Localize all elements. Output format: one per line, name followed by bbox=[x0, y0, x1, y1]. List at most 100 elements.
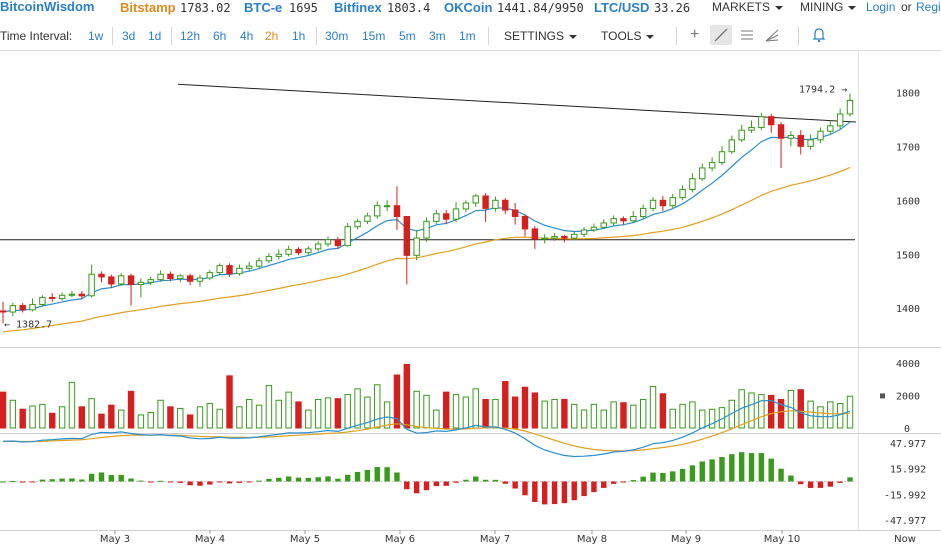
candle-body bbox=[147, 279, 154, 283]
candle-body bbox=[630, 215, 637, 222]
market-okcoin-name[interactable]: OKCoin bbox=[444, 0, 493, 15]
volume-bar bbox=[462, 396, 470, 429]
volume-bar bbox=[364, 396, 371, 429]
mining-menu[interactable]: MINING bbox=[800, 0, 857, 14]
candle-body bbox=[58, 294, 66, 300]
volume-bar bbox=[659, 393, 667, 429]
interval-1w[interactable]: 1w bbox=[88, 29, 104, 43]
crosshair-icon[interactable]: + bbox=[690, 26, 700, 43]
volume-bar bbox=[531, 392, 539, 429]
markets-menu[interactable]: MARKETS bbox=[712, 0, 784, 14]
interval-3m[interactable]: 3m bbox=[429, 29, 446, 43]
date-tick-label: May 8 bbox=[577, 534, 607, 545]
interval-5m[interactable]: 5m bbox=[399, 29, 416, 43]
interval-1d[interactable]: 1d bbox=[148, 29, 162, 43]
macd-hist-bar bbox=[128, 478, 134, 482]
volume-bar bbox=[275, 399, 282, 429]
candle-body bbox=[275, 253, 282, 257]
trend-line bbox=[177, 83, 857, 123]
price-tick-label: 1500 bbox=[896, 250, 920, 261]
macd-hist-bar bbox=[532, 481, 538, 502]
macd-hist-bar bbox=[335, 478, 341, 482]
candle-body bbox=[68, 293, 76, 296]
candle-body bbox=[836, 113, 844, 127]
candle-body bbox=[462, 202, 470, 210]
interval-1h[interactable]: 1h bbox=[292, 29, 306, 43]
macd-hist-bar bbox=[709, 459, 715, 482]
tools-menu[interactable]: TOOLS bbox=[601, 29, 655, 43]
settings-menu[interactable]: SETTINGS bbox=[504, 29, 578, 43]
interval-12h[interactable]: 12h bbox=[180, 29, 201, 43]
tools-menu-label: TOOLS bbox=[601, 29, 642, 43]
top-bar: BitcoinWisdom Bitstamp 1783.02 BTC-e 169… bbox=[0, 0, 941, 22]
macd-hist-bar bbox=[167, 481, 174, 483]
market-ltcusd-price: 33.26 bbox=[654, 1, 691, 15]
candle-body bbox=[748, 126, 755, 131]
candle-body bbox=[216, 265, 223, 274]
line-tool-icon[interactable] bbox=[710, 25, 732, 45]
candle-body bbox=[787, 135, 795, 139]
market-bitstamp-name[interactable]: Bitstamp bbox=[120, 0, 176, 15]
macd-hist-bar bbox=[177, 481, 183, 483]
interval-2h[interactable]: 2h bbox=[265, 29, 279, 43]
candle-body bbox=[639, 207, 647, 217]
candle-body bbox=[78, 293, 85, 297]
candle-body bbox=[108, 276, 115, 285]
volume-bar bbox=[117, 409, 125, 429]
login-link[interactable]: Login bbox=[866, 0, 896, 14]
macd-tick-label: -15.992 bbox=[884, 490, 926, 501]
interval-15m[interactable]: 15m bbox=[362, 29, 386, 43]
candle-body bbox=[88, 273, 95, 297]
volume-bar bbox=[374, 384, 381, 429]
market-btce-name[interactable]: BTC-e bbox=[244, 0, 283, 15]
interval-30m[interactable]: 30m bbox=[325, 29, 349, 43]
interval-1m[interactable]: 1m bbox=[459, 29, 476, 43]
alert-bell-icon[interactable] bbox=[812, 26, 826, 44]
macd-hist-bar bbox=[738, 452, 745, 482]
volume-bar bbox=[492, 398, 499, 429]
macd-tick-label: 47.977 bbox=[890, 439, 926, 450]
volume-bar bbox=[285, 391, 292, 429]
register-link[interactable]: Regi bbox=[916, 0, 941, 14]
candle-body bbox=[206, 272, 214, 279]
candle-body bbox=[423, 220, 430, 239]
macd-hist-bar bbox=[699, 461, 705, 482]
candle-body bbox=[797, 135, 804, 147]
macd-hist-bar bbox=[758, 453, 765, 482]
market-btce-price: 1695 bbox=[289, 1, 318, 15]
interval-4h[interactable]: 4h bbox=[240, 29, 254, 43]
interval-6h[interactable]: 6h bbox=[213, 29, 227, 43]
candle-body bbox=[511, 209, 519, 217]
macd-hist-bar bbox=[827, 481, 834, 487]
date-tick-label: May 9 bbox=[671, 534, 701, 545]
volume-bar bbox=[78, 406, 85, 429]
macd-hist-bar bbox=[374, 467, 380, 482]
macd-hist-bar bbox=[522, 481, 528, 496]
macd-hist-bar bbox=[482, 479, 489, 482]
candle-body bbox=[768, 116, 775, 126]
candle-body bbox=[442, 213, 450, 220]
volume-bar bbox=[442, 391, 450, 429]
market-bitfinex-name[interactable]: Bitfinex bbox=[334, 0, 382, 15]
market-ltcusd-name[interactable]: LTC/USD bbox=[594, 0, 650, 15]
horizontal-lines-icon[interactable] bbox=[738, 25, 756, 45]
interval-3d[interactable]: 3d bbox=[122, 29, 136, 43]
horizontal-lines-glyph bbox=[741, 30, 753, 40]
chevron-down-icon bbox=[646, 34, 655, 39]
volume-tick-label: 0 bbox=[904, 424, 910, 435]
volume-bar bbox=[827, 401, 834, 429]
macd-hist-bar bbox=[79, 479, 85, 482]
macd-hist-bar bbox=[413, 481, 420, 494]
macd-hist-bar bbox=[768, 458, 774, 482]
candle-body bbox=[777, 124, 785, 139]
volume-bar bbox=[49, 412, 56, 429]
candle-body bbox=[521, 215, 529, 230]
logo[interactable]: BitcoinWisdom bbox=[0, 0, 95, 14]
volume-bar bbox=[98, 413, 105, 429]
macd-tick-label: -47.977 bbox=[884, 516, 926, 527]
fib-tool-icon[interactable] bbox=[763, 25, 781, 45]
candle-body bbox=[354, 220, 361, 228]
price-chart[interactable]: 1794.2 → ← 1382.7 1800 1700 1600 1500 1400 400… bbox=[0, 50, 941, 553]
candle-body bbox=[482, 195, 489, 209]
candle-body bbox=[246, 265, 253, 269]
